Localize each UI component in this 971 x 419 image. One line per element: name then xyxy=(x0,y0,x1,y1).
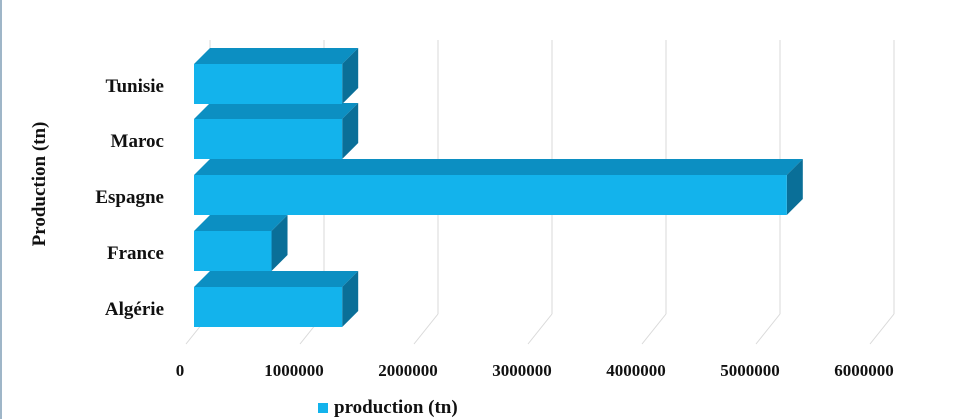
x-tick-labels: 0 1000000 2000000 3000000 4000000 5000000 6000… xyxy=(176,361,894,380)
bar-top-face xyxy=(194,271,359,287)
bar-front-face xyxy=(194,287,343,327)
y-axis-label: Production (tn) xyxy=(29,122,50,247)
x-tick-label: 4000000 xyxy=(606,361,666,380)
bar-side-face xyxy=(342,48,359,104)
bar-side-face xyxy=(342,271,359,327)
x-tick-label: 2000000 xyxy=(378,361,438,380)
bar-front-face xyxy=(194,175,787,215)
x-tick-label: 5000000 xyxy=(720,361,780,380)
category-label: Algérie xyxy=(105,299,164,320)
bar xyxy=(194,103,359,159)
category-label: France xyxy=(107,243,164,264)
bar-side-face xyxy=(786,159,803,215)
bar-front-face xyxy=(194,64,343,104)
gridlines xyxy=(185,40,895,345)
bar-front-face xyxy=(194,231,272,271)
gridline-floor xyxy=(413,313,439,345)
x-tick-label: 3000000 xyxy=(492,361,552,380)
bar-top-face xyxy=(194,103,359,119)
bar-top-face xyxy=(194,48,359,64)
legend-label: production (tn) xyxy=(334,397,458,418)
bar xyxy=(194,215,288,271)
bar-top-face xyxy=(194,215,288,231)
legend: production (tn) xyxy=(318,397,458,418)
category-label: Espagne xyxy=(95,187,164,208)
category-label: Tunisie xyxy=(106,76,164,97)
gridline-floor xyxy=(755,313,781,345)
bar xyxy=(194,159,803,215)
bar xyxy=(194,271,359,327)
gridline-floor xyxy=(641,313,667,345)
category-labels: Algérie France Espagne Maroc Tunisie xyxy=(95,76,164,320)
category-label: Maroc xyxy=(111,131,164,152)
bar-side-face xyxy=(271,215,288,271)
x-tick-label: 1000000 xyxy=(264,361,324,380)
gridline-floor xyxy=(527,313,553,345)
bar-side-face xyxy=(342,103,359,159)
bars xyxy=(194,48,803,327)
legend-swatch xyxy=(318,403,328,413)
bar-top-face xyxy=(194,159,803,175)
bar xyxy=(194,48,359,104)
x-tick-label: 6000000 xyxy=(834,361,894,380)
bar-front-face xyxy=(194,119,343,159)
x-tick-label: 0 xyxy=(176,361,185,380)
gridline-floor xyxy=(869,313,895,345)
